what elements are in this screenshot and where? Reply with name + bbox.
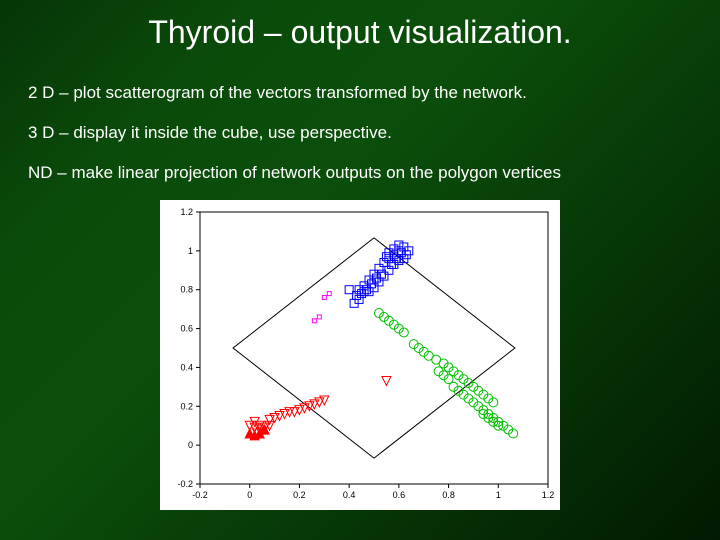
svg-text:-0.2: -0.2 [192, 490, 208, 500]
svg-text:0.6: 0.6 [393, 490, 406, 500]
svg-text:0.8: 0.8 [180, 285, 193, 295]
svg-text:1: 1 [188, 246, 193, 256]
svg-text:0.8: 0.8 [442, 490, 455, 500]
scatter-plot-svg: -0.2 0 0.2 0.4 0.6 0.8 1 1.2 -0.2 0 0.2 0.4 0.6 0.8 1 1… [160, 200, 560, 510]
svg-text:1: 1 [496, 490, 501, 500]
slide-title: Thyroid – output visualization. [0, 14, 720, 51]
svg-text:0: 0 [247, 490, 252, 500]
body-line-1: 2 D – plot scatterogram of the vectors t… [28, 82, 688, 104]
svg-text:0.2: 0.2 [293, 490, 306, 500]
svg-text:0: 0 [188, 440, 193, 450]
body-line-3: ND – make linear projection of network o… [28, 162, 688, 184]
svg-text:1.2: 1.2 [180, 207, 193, 217]
svg-text:0.2: 0.2 [180, 401, 193, 411]
scatter-plot: -0.2 0 0.2 0.4 0.6 0.8 1 1.2 -0.2 0 0.2 0.4 0.6 0.8 1 1… [160, 200, 560, 510]
body-line-2: 3 D – display it inside the cube, use pe… [28, 122, 688, 144]
svg-text:1.2: 1.2 [542, 490, 555, 500]
svg-text:0.6: 0.6 [180, 324, 193, 334]
svg-text:0.4: 0.4 [180, 362, 193, 372]
svg-text:0.4: 0.4 [343, 490, 356, 500]
svg-text:-0.2: -0.2 [177, 479, 193, 489]
slide: Thyroid – output visualization. 2 D – pl… [0, 0, 720, 540]
